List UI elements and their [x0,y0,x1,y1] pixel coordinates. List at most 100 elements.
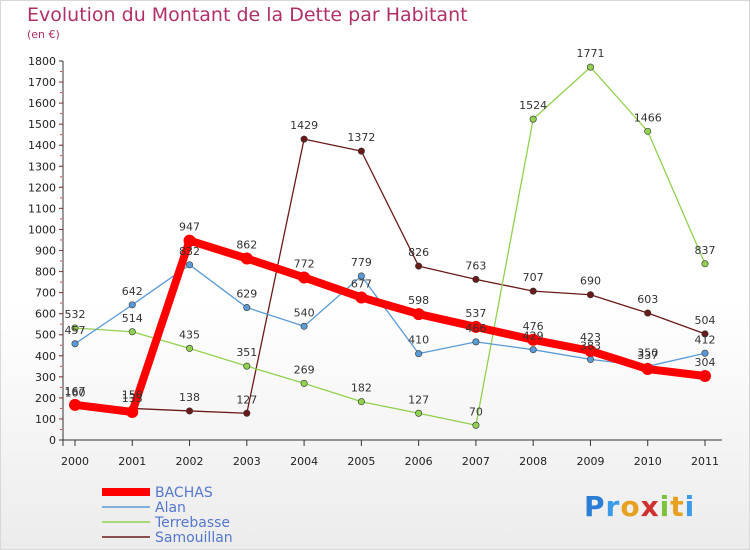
data-label: 1466 [634,111,662,124]
data-label: 763 [465,259,486,272]
data-label: 410 [408,334,429,347]
data-label: 138 [179,391,200,404]
legend-label: BACHAS [155,485,213,501]
x-tick-label: 2005 [347,455,375,468]
logo-letter: t [670,490,685,523]
data-point [128,301,136,309]
data-label: 1771 [576,47,604,60]
series-line-alan [74,264,706,367]
y-tick-label: 400 [35,350,56,363]
logo-letter: i [684,490,696,523]
data-label: 947 [179,221,200,234]
data-point [472,275,480,283]
data-label: 127 [408,393,429,406]
data-point [529,346,537,354]
data-label: 423 [580,331,601,344]
data-label: 127 [236,393,257,406]
data-label: 351 [236,346,257,359]
data-label: 504 [695,314,716,327]
data-point [128,328,136,336]
legend-label: Terrebasse [154,515,230,531]
data-label: 629 [236,288,257,301]
data-point [584,344,597,357]
y-tick-label: 500 [35,329,56,342]
y-tick-label: 1000 [28,223,56,236]
data-point [298,271,311,284]
data-label: 337 [637,349,658,362]
data-point [412,308,425,321]
data-label: 862 [236,239,257,252]
data-point [644,309,652,317]
y-tick-label: 200 [35,392,56,405]
data-point [527,333,540,346]
data-point [415,409,423,417]
data-point [300,379,308,387]
data-label: 772 [294,257,315,270]
y-tick-label: 0 [49,434,56,447]
data-point [586,63,594,71]
data-point [415,350,423,358]
data-point [71,324,79,332]
data-point [183,234,196,247]
y-tick-label: 1500 [28,118,56,131]
data-point [186,261,194,269]
x-tick-label: 2009 [576,455,604,468]
data-point [357,147,365,155]
y-tick-label: 1600 [28,97,56,110]
data-point [701,330,709,338]
data-label: 457 [65,324,86,337]
data-label: 677 [351,277,372,290]
data-label: 383 [580,339,601,352]
data-label: 598 [408,294,429,307]
x-tick-label: 2008 [519,455,547,468]
proxiti-logo: Proxiti [584,490,695,523]
data-label: 837 [695,244,716,257]
data-label: 537 [465,307,486,320]
data-point [300,135,308,143]
data-point [300,322,308,330]
x-tick-label: 2006 [405,455,433,468]
data-label: 1524 [519,99,547,112]
data-point [186,407,194,415]
data-label: 690 [580,275,601,288]
data-point [586,291,594,299]
data-label: 476 [523,320,544,333]
x-tick-label: 2002 [176,455,204,468]
data-label: 412 [695,333,716,346]
y-tick-label: 1700 [28,76,56,89]
data-point [243,304,251,312]
data-label: 826 [408,246,429,259]
data-label: 182 [351,382,372,395]
data-label: 514 [122,312,143,325]
data-point [355,291,368,304]
data-label: 466 [465,322,486,335]
y-tick-label: 1300 [28,160,56,173]
data-point [126,405,139,418]
data-label: 70 [469,405,483,418]
x-tick-label: 2004 [290,455,318,468]
data-point [472,338,480,346]
data-point [529,287,537,295]
data-label: 1429 [290,119,318,132]
data-label: 160 [65,386,86,399]
x-tick-label: 2007 [462,455,490,468]
data-point [243,362,251,370]
y-tick-label: 900 [35,245,56,258]
y-tick-label: 1100 [28,202,56,215]
data-point [243,409,251,417]
data-point [529,115,537,123]
data-point [472,421,480,429]
x-tick-label: 2010 [634,455,662,468]
chart-title: Evolution du Montant de la Dette par Hab… [27,4,468,26]
data-label: 540 [294,306,315,319]
data-label: 435 [179,328,200,341]
data-point [71,340,79,348]
data-point [701,349,709,357]
data-point [644,127,652,135]
y-tick-label: 800 [35,266,56,279]
data-label: 642 [122,285,143,298]
data-label: 832 [179,245,200,258]
data-label: 350 [637,346,658,359]
y-tick-label: 300 [35,371,56,384]
